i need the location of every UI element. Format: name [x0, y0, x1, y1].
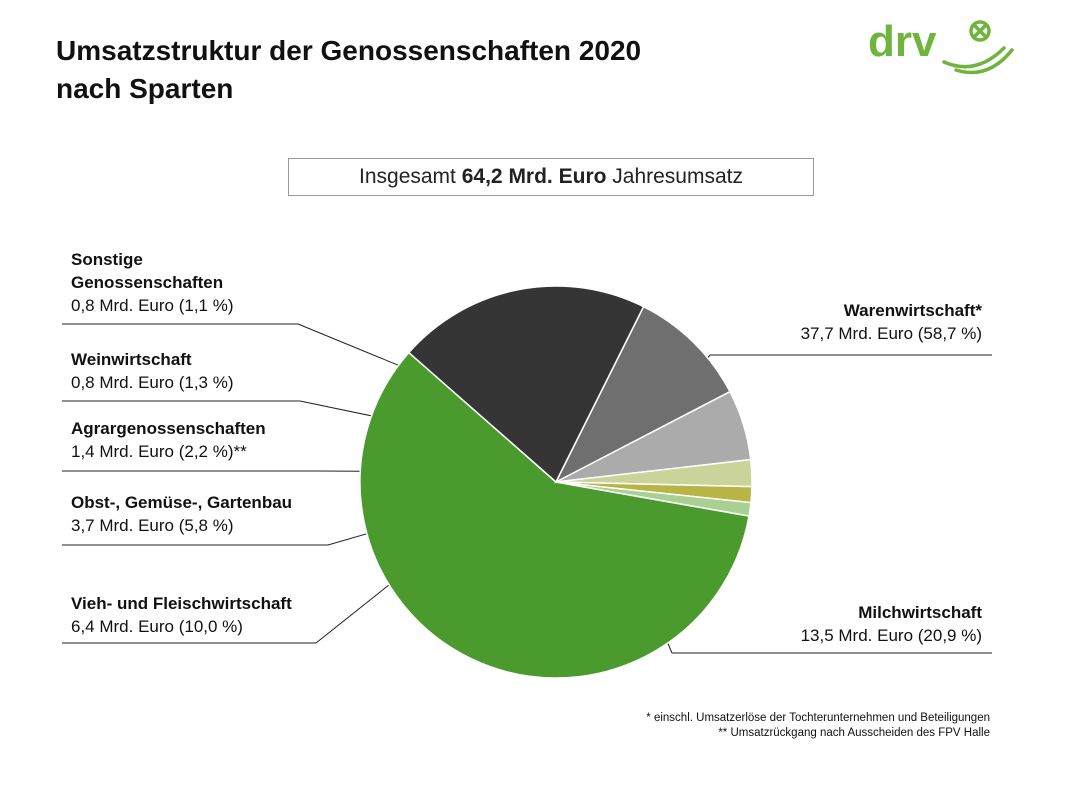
- label-name-line-2: Genossenschaften: [71, 273, 224, 292]
- pie-slices: [359, 285, 753, 679]
- label-value: 6,4 Mrd. Euro (10,0 %): [71, 617, 243, 636]
- logo-arcs: [942, 46, 1014, 75]
- label-name: Agrargenossenschaften: [71, 419, 266, 438]
- logo-text: drv: [868, 17, 937, 66]
- label-value: 0,8 Mrd. Euro (1,1 %): [71, 296, 234, 315]
- footnotes: * einschl. Umsatzerlöse der Tochterunter…: [646, 711, 990, 741]
- pie-slice-6: [555, 481, 752, 517]
- label-name: Vieh- und Fleischwirtschaft: [71, 594, 292, 613]
- title-line-1: Umsatzstruktur der Genossenschaften 2020: [56, 35, 642, 66]
- label-name-line-1: Sonstige: [71, 250, 143, 269]
- label-value: 13,5 Mrd. Euro (20,9 %): [800, 626, 982, 645]
- logo-cross-icon: [969, 20, 991, 42]
- label-name: Obst-, Gemüse-, Gartenbau: [71, 493, 293, 512]
- label-value: 3,7 Mrd. Euro (5,8 %): [71, 516, 234, 535]
- pie-slice-1: [407, 285, 645, 484]
- label-value: 0,8 Mrd. Euro (1,3 %): [71, 373, 234, 392]
- label-name: Weinwirtschaft: [71, 350, 192, 369]
- pie-slice-2: [554, 305, 731, 484]
- pie-slice-0: [359, 351, 750, 679]
- drv-logo: drv: [868, 17, 1014, 75]
- chart-title: Umsatzstruktur der Genossenschaften 2020…: [56, 32, 641, 108]
- total-value: 64,2 Mrd. Euro: [461, 165, 607, 188]
- total-revenue-box: Insgesamt 64,2 Mrd. Euro Jahresumsatz: [288, 158, 814, 196]
- label-weinwirtschaft: Weinwirtschaft 0,8 Mrd. Euro (1,3 %): [71, 348, 234, 394]
- label-vieh-fleischwirtschaft: Vieh- und Fleischwirtschaft 6,4 Mrd. Eur…: [71, 592, 292, 638]
- total-suffix: Jahresumsatz: [612, 165, 743, 188]
- footnote-2: ** Umsatzrückgang nach Ausscheiden des F…: [718, 727, 990, 739]
- label-name: Warenwirtschaft*: [843, 301, 982, 320]
- title-line-2: nach Sparten: [56, 73, 234, 104]
- label-agrargenossenschaften: Agrargenossenschaften 1,4 Mrd. Euro (2,2…: [71, 417, 266, 463]
- label-milchwirtschaft: Milchwirtschaft 13,5 Mrd. Euro (20,9 %): [801, 601, 982, 647]
- label-obst-gemuese-gartenbau: Obst-, Gemüse-, Gartenbau 3,7 Mrd. Euro …: [71, 491, 292, 537]
- footnote-1: * einschl. Umsatzerlöse der Tochterunter…: [646, 712, 990, 724]
- label-warenwirtschaft: Warenwirtschaft* 37,7 Mrd. Euro (58,7 %): [801, 299, 982, 345]
- label-value: 1,4 Mrd. Euro (2,2 %)**: [71, 442, 247, 461]
- label-value: 37,7 Mrd. Euro (58,7 %): [800, 324, 982, 343]
- label-sonstige-genossenschaften: Sonstige Genossenschaften 0,8 Mrd. Euro …: [71, 248, 234, 317]
- label-name: Milchwirtschaft: [858, 603, 982, 622]
- total-prefix: Insgesamt: [359, 165, 456, 188]
